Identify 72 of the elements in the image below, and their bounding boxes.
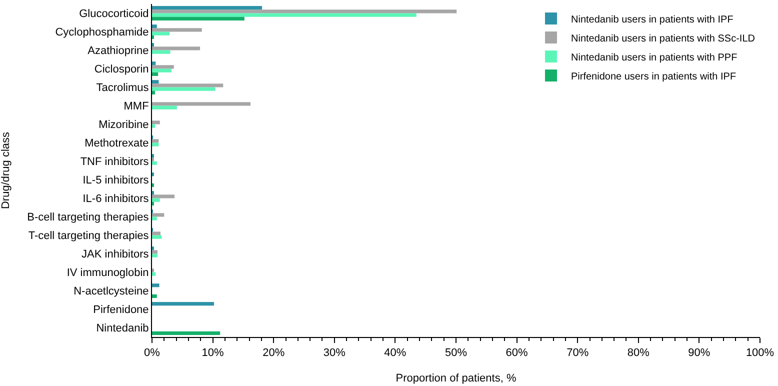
y-tick-label: TNF inhibitors <box>80 156 150 168</box>
bar <box>152 216 157 220</box>
bar <box>152 106 177 110</box>
bar <box>152 80 159 84</box>
x-tick-label: 70% <box>566 347 589 360</box>
bar <box>152 213 164 217</box>
x-tick-label: 30% <box>323 347 346 360</box>
y-tick-label: T-cell targeting therapies <box>28 230 150 242</box>
bar <box>152 32 170 36</box>
y-tick-label: IL-5 inhibitors <box>82 174 150 187</box>
y-tick-label: Azathioprine <box>88 45 149 58</box>
y-axis-title: Drug/drug class <box>0 131 12 210</box>
x-tick-label: 100% <box>746 347 774 360</box>
y-tick-label: IL-6 inhibitors <box>82 193 150 206</box>
bar <box>152 232 161 236</box>
x-tick-label: 40% <box>384 347 406 360</box>
legend-label: Nintedanib users in patients with SSc-ILD <box>571 33 755 44</box>
y-tick-label: N-acetlcysteine <box>74 286 149 298</box>
bar <box>152 254 158 258</box>
bar <box>152 284 160 288</box>
y-tick-label: Ciclosporin <box>94 64 149 76</box>
bar <box>152 28 202 32</box>
bar <box>152 6 262 10</box>
bar <box>152 194 174 198</box>
legend-label: Nintedanib users in patients with IPF <box>571 14 734 26</box>
x-tick-label: 20% <box>262 347 285 360</box>
bar <box>152 198 160 202</box>
bar <box>152 102 250 106</box>
bar <box>152 294 157 298</box>
x-axis-title: Proportion of patients, % <box>396 372 516 384</box>
legend-label: Nintedanib users in patients with PPF <box>571 52 738 64</box>
bar <box>152 16 244 20</box>
y-tick-label: Tacrolimus <box>96 82 150 94</box>
y-tick-label: MMF <box>124 100 150 113</box>
bar <box>152 50 170 54</box>
bar <box>152 90 156 94</box>
bar <box>152 250 158 254</box>
bar <box>152 124 156 128</box>
x-tick-label: 0% <box>144 347 160 360</box>
y-tick-label: Nintedanib <box>96 322 149 335</box>
bar <box>152 161 157 165</box>
x-tick-label: 50% <box>444 347 468 360</box>
y-tick-label: B-cell targeting therapies <box>27 212 150 224</box>
y-tick-label: JAK inhibitors <box>82 248 150 261</box>
y-tick-label: Methotrexate <box>84 138 149 150</box>
bar <box>152 72 158 76</box>
x-tick-label: 80% <box>627 347 650 360</box>
bar <box>152 120 160 124</box>
bar <box>152 46 200 50</box>
y-tick-label: Glucocorticoid <box>79 8 149 20</box>
y-tick-label: Cyclophosphamide <box>55 26 149 39</box>
y-tick-label: Mizoribine <box>98 119 149 132</box>
bar <box>152 139 159 143</box>
bar <box>152 24 157 28</box>
bar <box>152 235 162 239</box>
x-tick-label: 90% <box>688 347 710 360</box>
bar <box>152 65 174 69</box>
bar <box>152 62 156 66</box>
bar <box>152 331 220 335</box>
bar <box>152 13 416 17</box>
x-tick-label: 60% <box>506 347 528 360</box>
bar <box>152 10 457 14</box>
bar <box>152 272 156 276</box>
legend-label: Pirfenidone users in patients with IPF <box>571 71 736 82</box>
bar <box>152 302 214 306</box>
y-tick-label: IV immunoglobin <box>66 267 149 280</box>
bar <box>152 87 216 91</box>
bar <box>152 68 172 72</box>
y-tick-label: Pirfenidone <box>93 304 149 316</box>
bar <box>152 142 159 146</box>
x-tick-label: 10% <box>202 347 224 360</box>
bar <box>152 84 224 88</box>
